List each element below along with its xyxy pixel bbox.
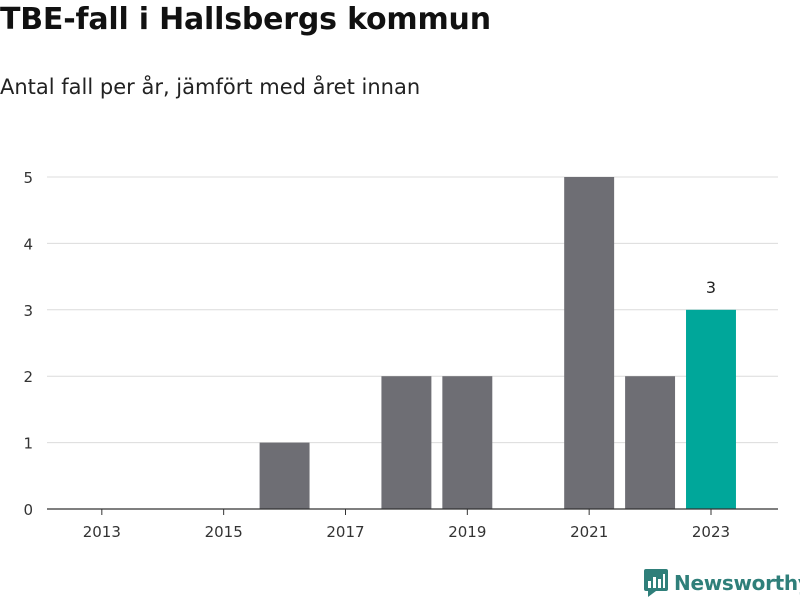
x-tick-label: 2015 — [205, 523, 243, 541]
brand-logo: Newsworthy — [644, 569, 800, 597]
y-tick-label: 5 — [23, 169, 33, 187]
y-tick-label: 1 — [23, 435, 33, 453]
y-tick-label: 4 — [23, 235, 33, 253]
chart-subtitle: Antal fall per år, jämfört med året inna… — [0, 75, 421, 99]
highlight-bar — [686, 309, 736, 509]
x-tick-label: 2019 — [448, 523, 486, 541]
y-tick-label: 2 — [23, 368, 33, 386]
y-tick-label: 0 — [23, 501, 33, 519]
x-tick-label: 2017 — [326, 523, 364, 541]
bar — [625, 376, 676, 509]
chart-title: TBE-fall i Hallsbergs kommun — [0, 2, 491, 37]
brand-name: Newsworthy — [674, 571, 800, 595]
x-tick-label: 2013 — [83, 523, 121, 541]
highlight-value-label: 3 — [706, 278, 716, 297]
bar — [381, 376, 432, 509]
x-tick-label: 2021 — [570, 523, 608, 541]
y-tick-label: 3 — [23, 302, 33, 320]
bar — [259, 442, 310, 509]
x-tick-label: 2023 — [692, 523, 730, 541]
bar — [564, 177, 615, 509]
bar — [442, 376, 493, 509]
newsworthy-logo-icon — [644, 569, 668, 597]
